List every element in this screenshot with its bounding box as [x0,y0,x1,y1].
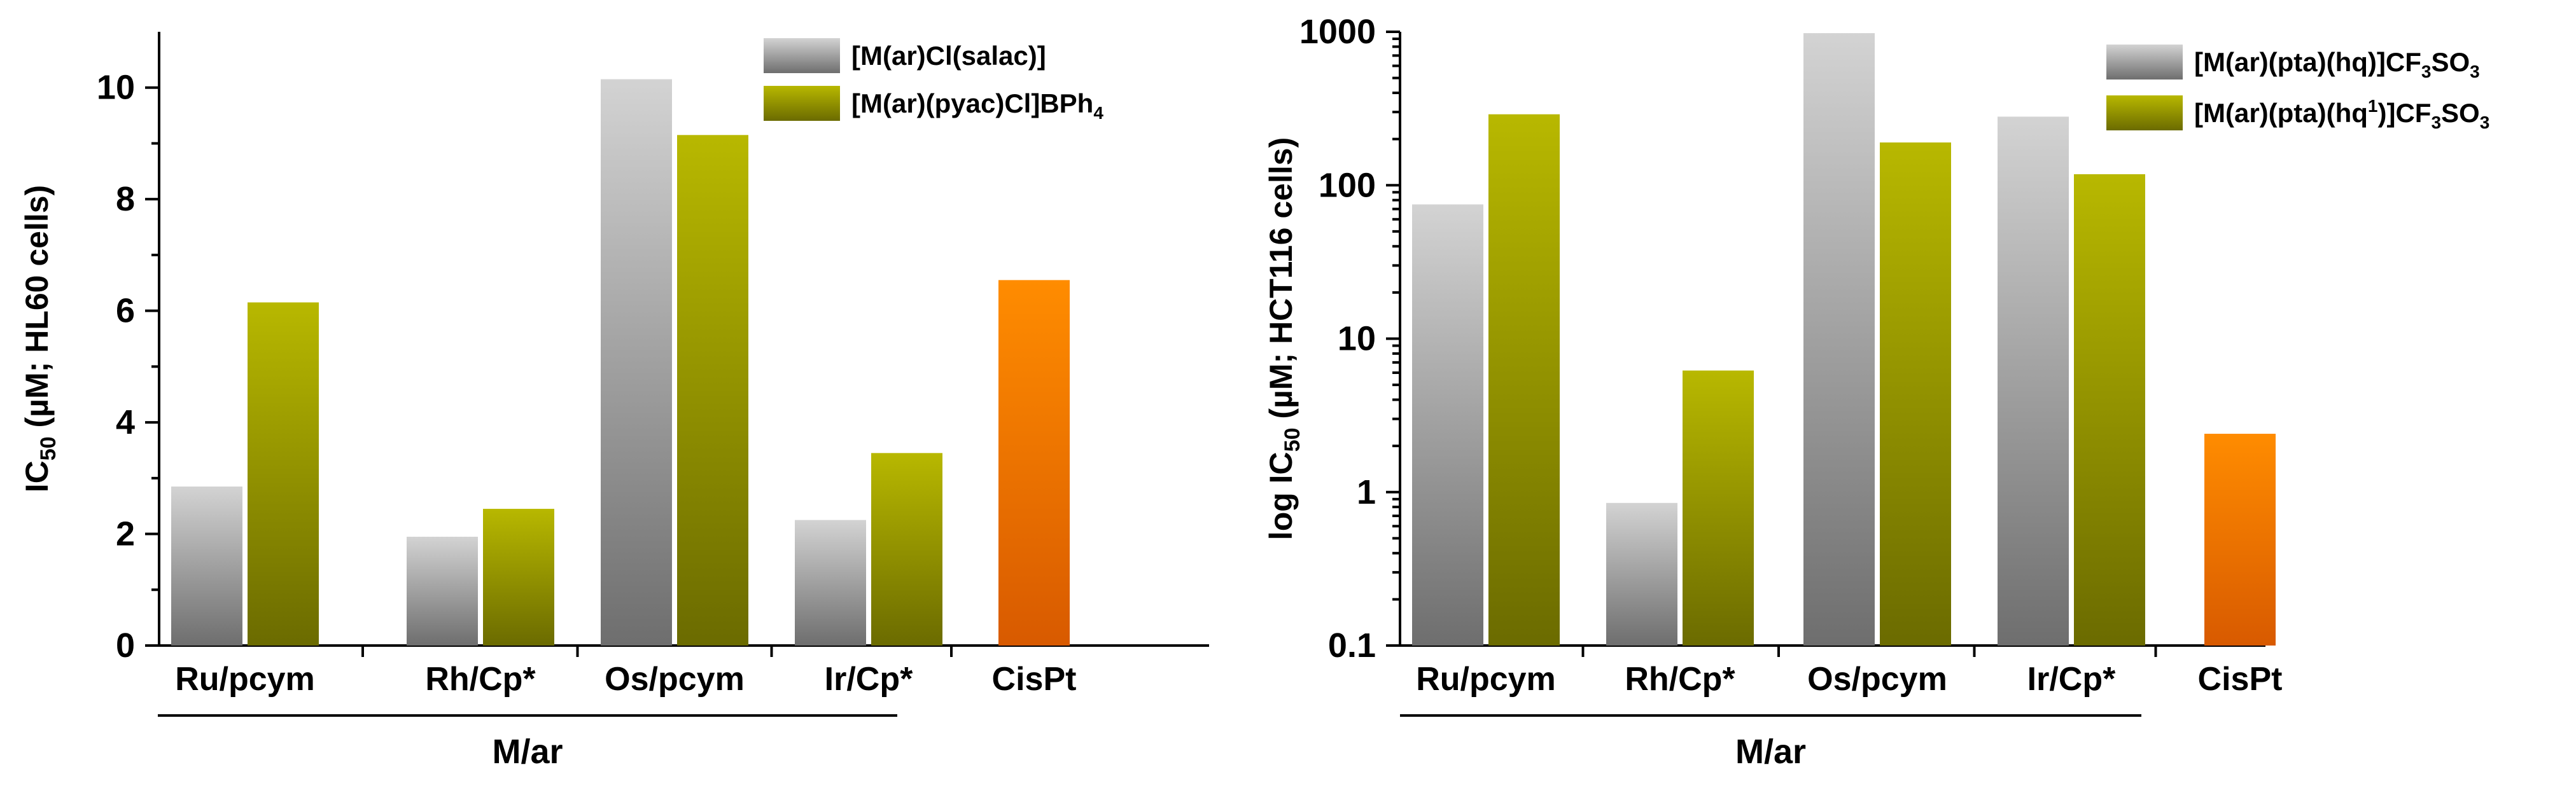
legend-swatch [2106,95,2183,130]
x-axis-title: M/ar [1735,733,1806,771]
y-tick-label: 8 [116,180,135,218]
bar-grey-ru-pcym [171,486,242,646]
bar-olive-ru-pcym [1488,114,1560,646]
bar-olive-os-pcym [1880,142,1951,646]
y-tick-label: 2 [116,515,135,553]
bar-grey-os-pcym [1803,33,1875,646]
y-tick-label: 100 [1319,166,1376,204]
y-axis-title: IC50 (µM; HL60 cells) [19,185,60,492]
x-category-label: Ru/pcym [175,661,315,698]
x-category-label: Os/pcym [1807,661,1947,698]
bar-grey-ir-cp- [795,520,866,646]
x-category-label: Rh/Cp* [425,661,536,698]
chart-ic50-hl60: 0 2 4 6 8 10 Ru/pcym Rh/Cp* Os/pcym Ir/Cp* CisPt M/… [19,32,1209,771]
x-category-label: Ir/Cp* [825,661,913,698]
bar-olive-os-pcym [677,135,748,646]
legend-label: [M(ar)Cl(salac)] [851,41,1046,71]
bar-olive-ir-cp- [871,453,942,646]
bar-grey-rh-cp- [1606,502,1677,646]
legend-swatch [764,86,840,121]
legend-label: [M(ar)(pyac)Cl]BPh4 [851,88,1103,123]
y-tick-label: 10 [97,69,135,107]
x-category-label: Ru/pcym [1416,661,1556,698]
y-tick-label: 0.1 [1328,626,1376,665]
bar-olive-rh-cp- [483,509,554,646]
x-category-label: Rh/Cp* [1625,661,1735,698]
y-tick-label: 1000 [1299,13,1376,51]
legend-label: [M(ar)(pta)(hq)]CF3SO3 [2194,47,2480,81]
y-axis-title: log IC50 (µM; HCT116 cells) [1263,137,1305,540]
bar-grey-ir-cp- [1998,116,2069,646]
x-axis-title: M/ar [492,733,563,771]
y-tick-label: 0 [116,626,135,665]
bar-orange-cispt [2204,434,2276,646]
chart-ic50-hct116: 0.1 1 10 100 1000 Ru/pcym Rh/Cp* Os/pcym Ir/Cp* C… [1263,13,2489,771]
x-category-label: CisPt [2198,661,2283,698]
legend-label: [M(ar)(pta)(hq1)]CF3SO3 [2194,96,2489,132]
y-tick-label: 10 [1338,320,1376,358]
y-tick-label: 6 [116,292,135,330]
bar-olive-ir-cp- [2074,174,2145,646]
bar-grey-ru-pcym [1412,204,1483,646]
bar-grey-os-pcym [601,79,672,646]
legend-swatch [764,38,840,73]
bar-olive-rh-cp- [1683,370,1754,646]
bar-grey-rh-cp- [407,536,478,646]
x-category-label: CisPt [992,661,1077,698]
bar-orange-cispt [998,280,1070,646]
bar-olive-ru-pcym [248,302,319,646]
legend-swatch [2106,45,2183,79]
y-tick-label: 1 [1357,473,1376,511]
x-category-label: Os/pcym [605,661,745,698]
y-tick-label: 4 [116,403,135,441]
x-category-label: Ir/Cp* [2027,661,2116,698]
